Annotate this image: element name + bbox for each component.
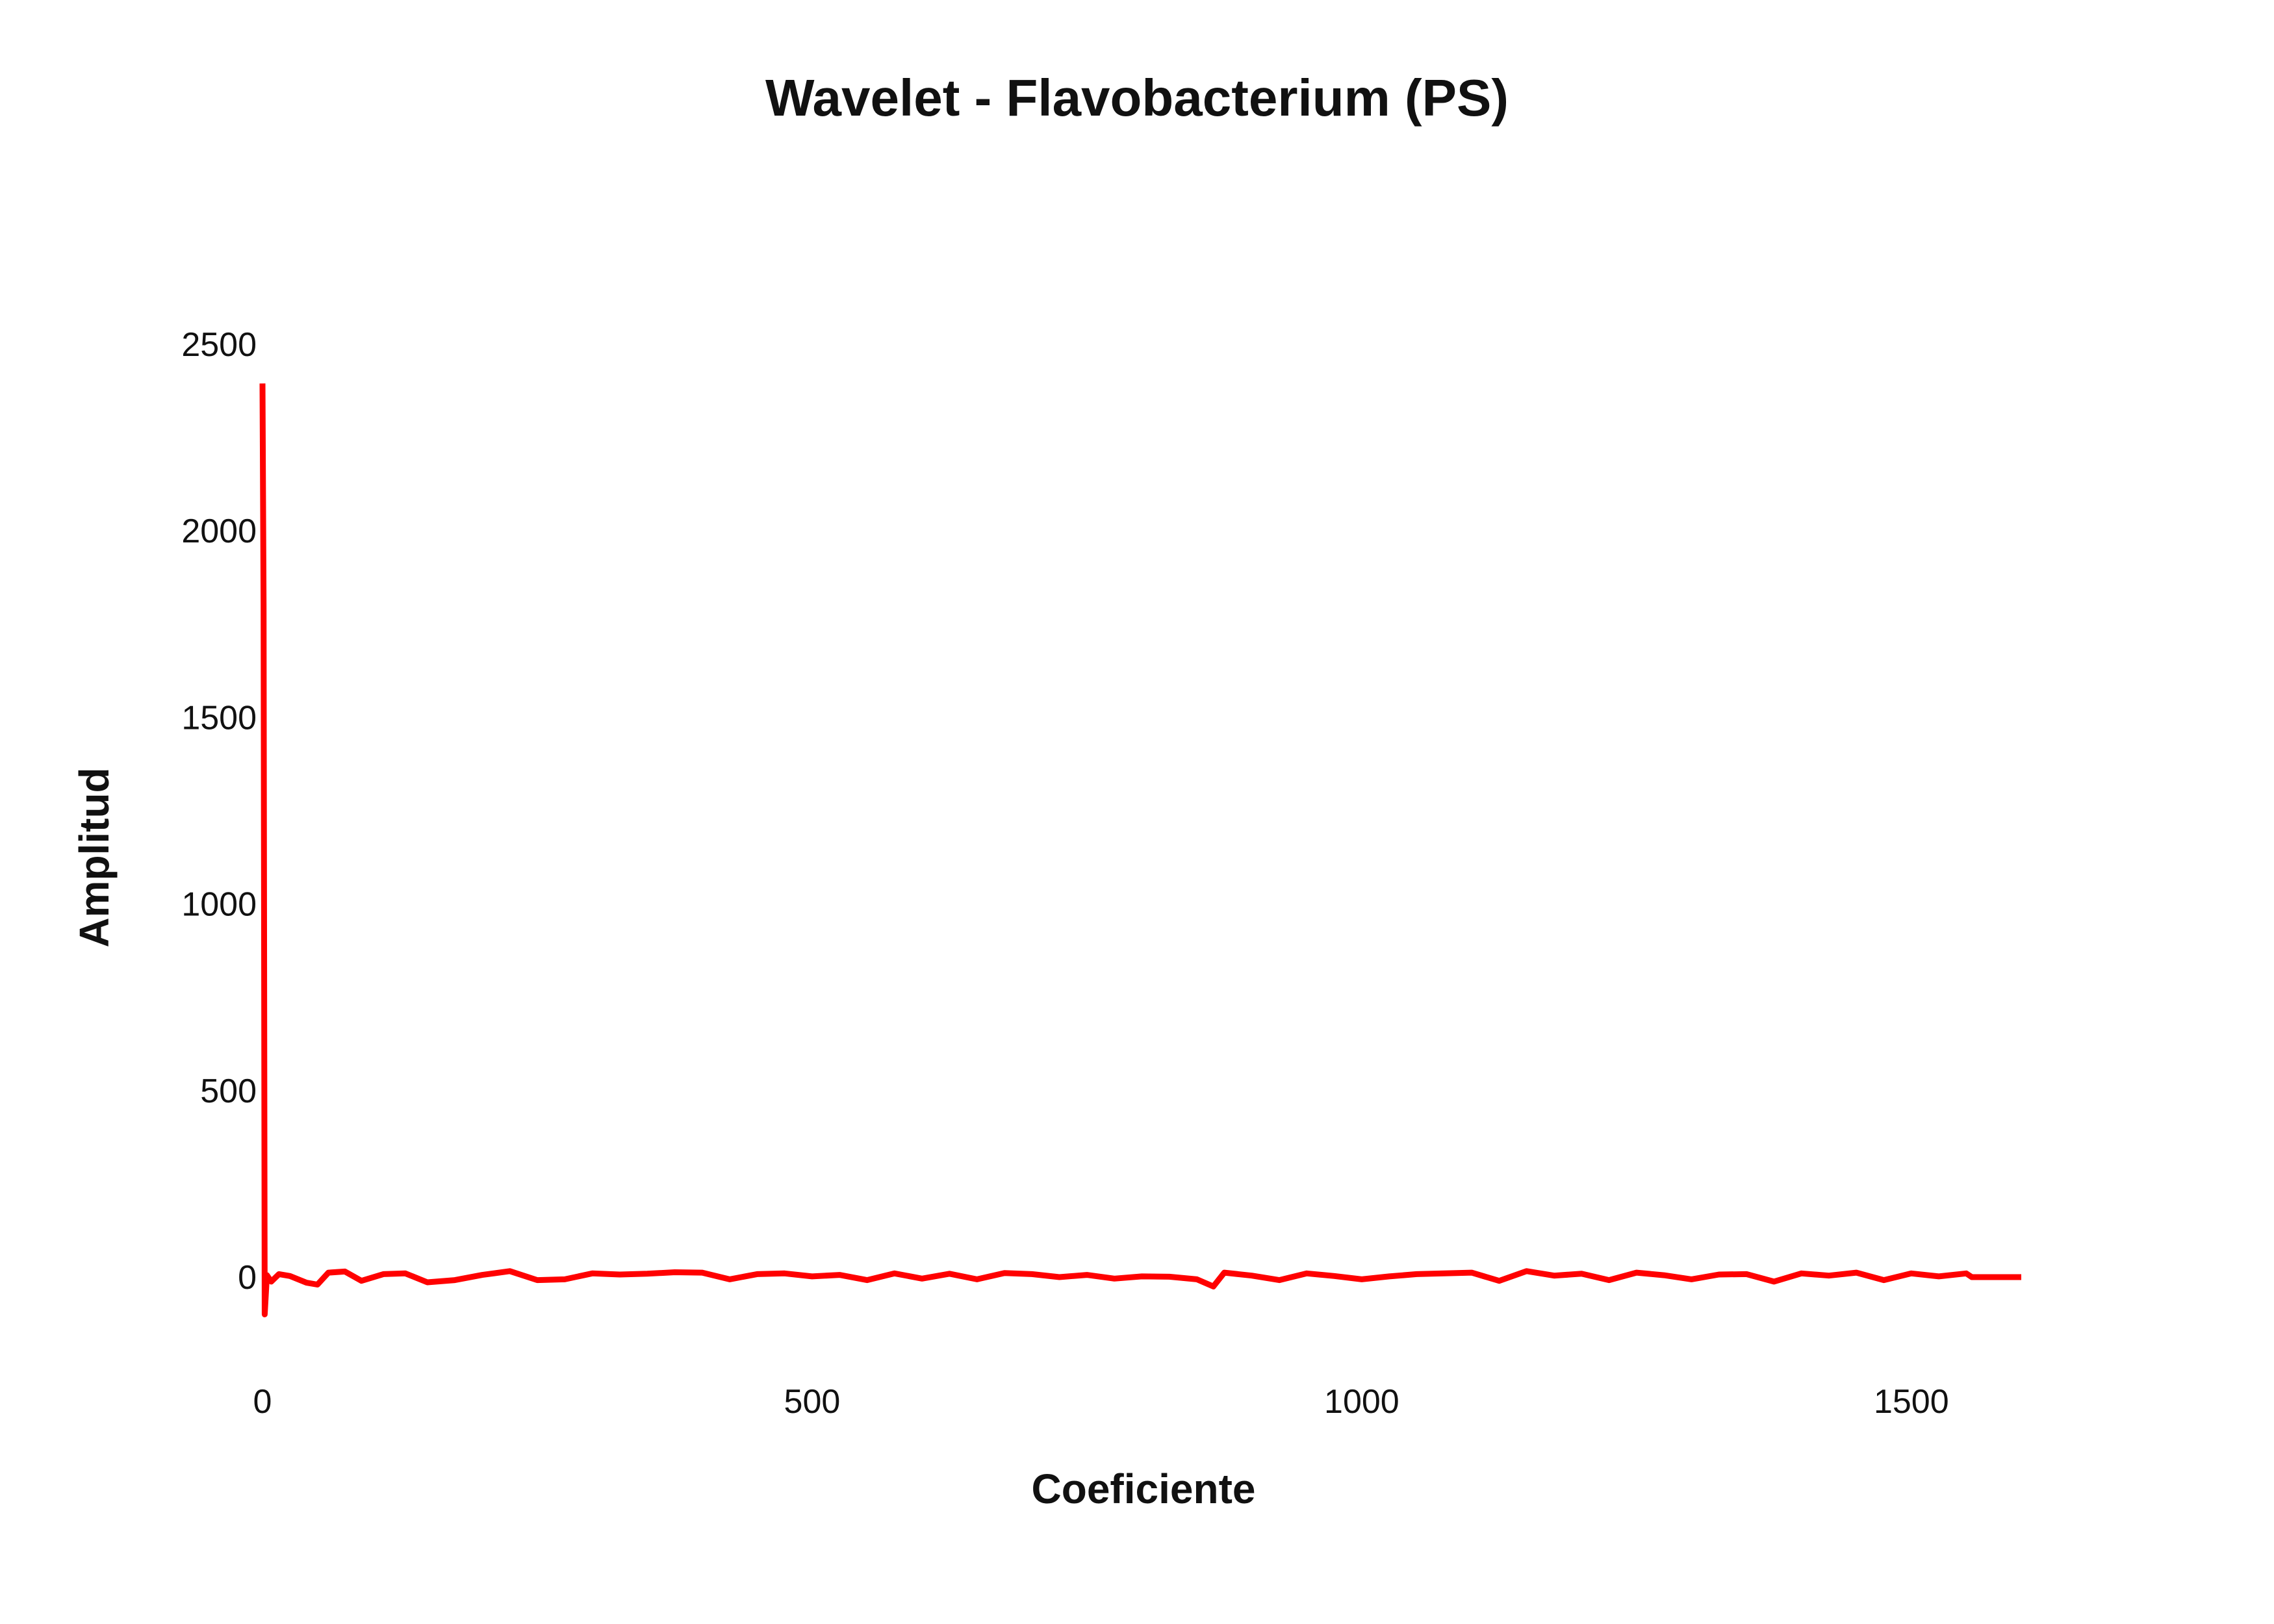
y-tick-labels: 0 500 1000 1500 2000 2500 <box>181 326 257 1297</box>
x-tick-label-0: 0 <box>253 1383 272 1421</box>
y-tick-label-500: 500 <box>200 1072 257 1110</box>
y-tick-label-0: 0 <box>238 1259 257 1297</box>
chart-title: Wavelet - Flavobacterium (PS) <box>765 69 1509 127</box>
x-tick-label-1500: 1500 <box>1874 1383 1949 1421</box>
y-tick-label-2500: 2500 <box>181 326 257 364</box>
x-axis-label: Coeficiente <box>1031 1465 1256 1512</box>
y-tick-label-1000: 1000 <box>181 886 257 924</box>
y-tick-label-1500: 1500 <box>181 699 257 737</box>
series-layer <box>259 383 2021 1317</box>
x-tick-label-1000: 1000 <box>1324 1383 1399 1421</box>
x-tick-label-500: 500 <box>784 1383 841 1421</box>
y-tick-label-2000: 2000 <box>181 513 257 550</box>
series-line-0 <box>259 383 2021 1317</box>
x-tick-labels: 0 500 1000 1500 <box>253 1383 1949 1421</box>
